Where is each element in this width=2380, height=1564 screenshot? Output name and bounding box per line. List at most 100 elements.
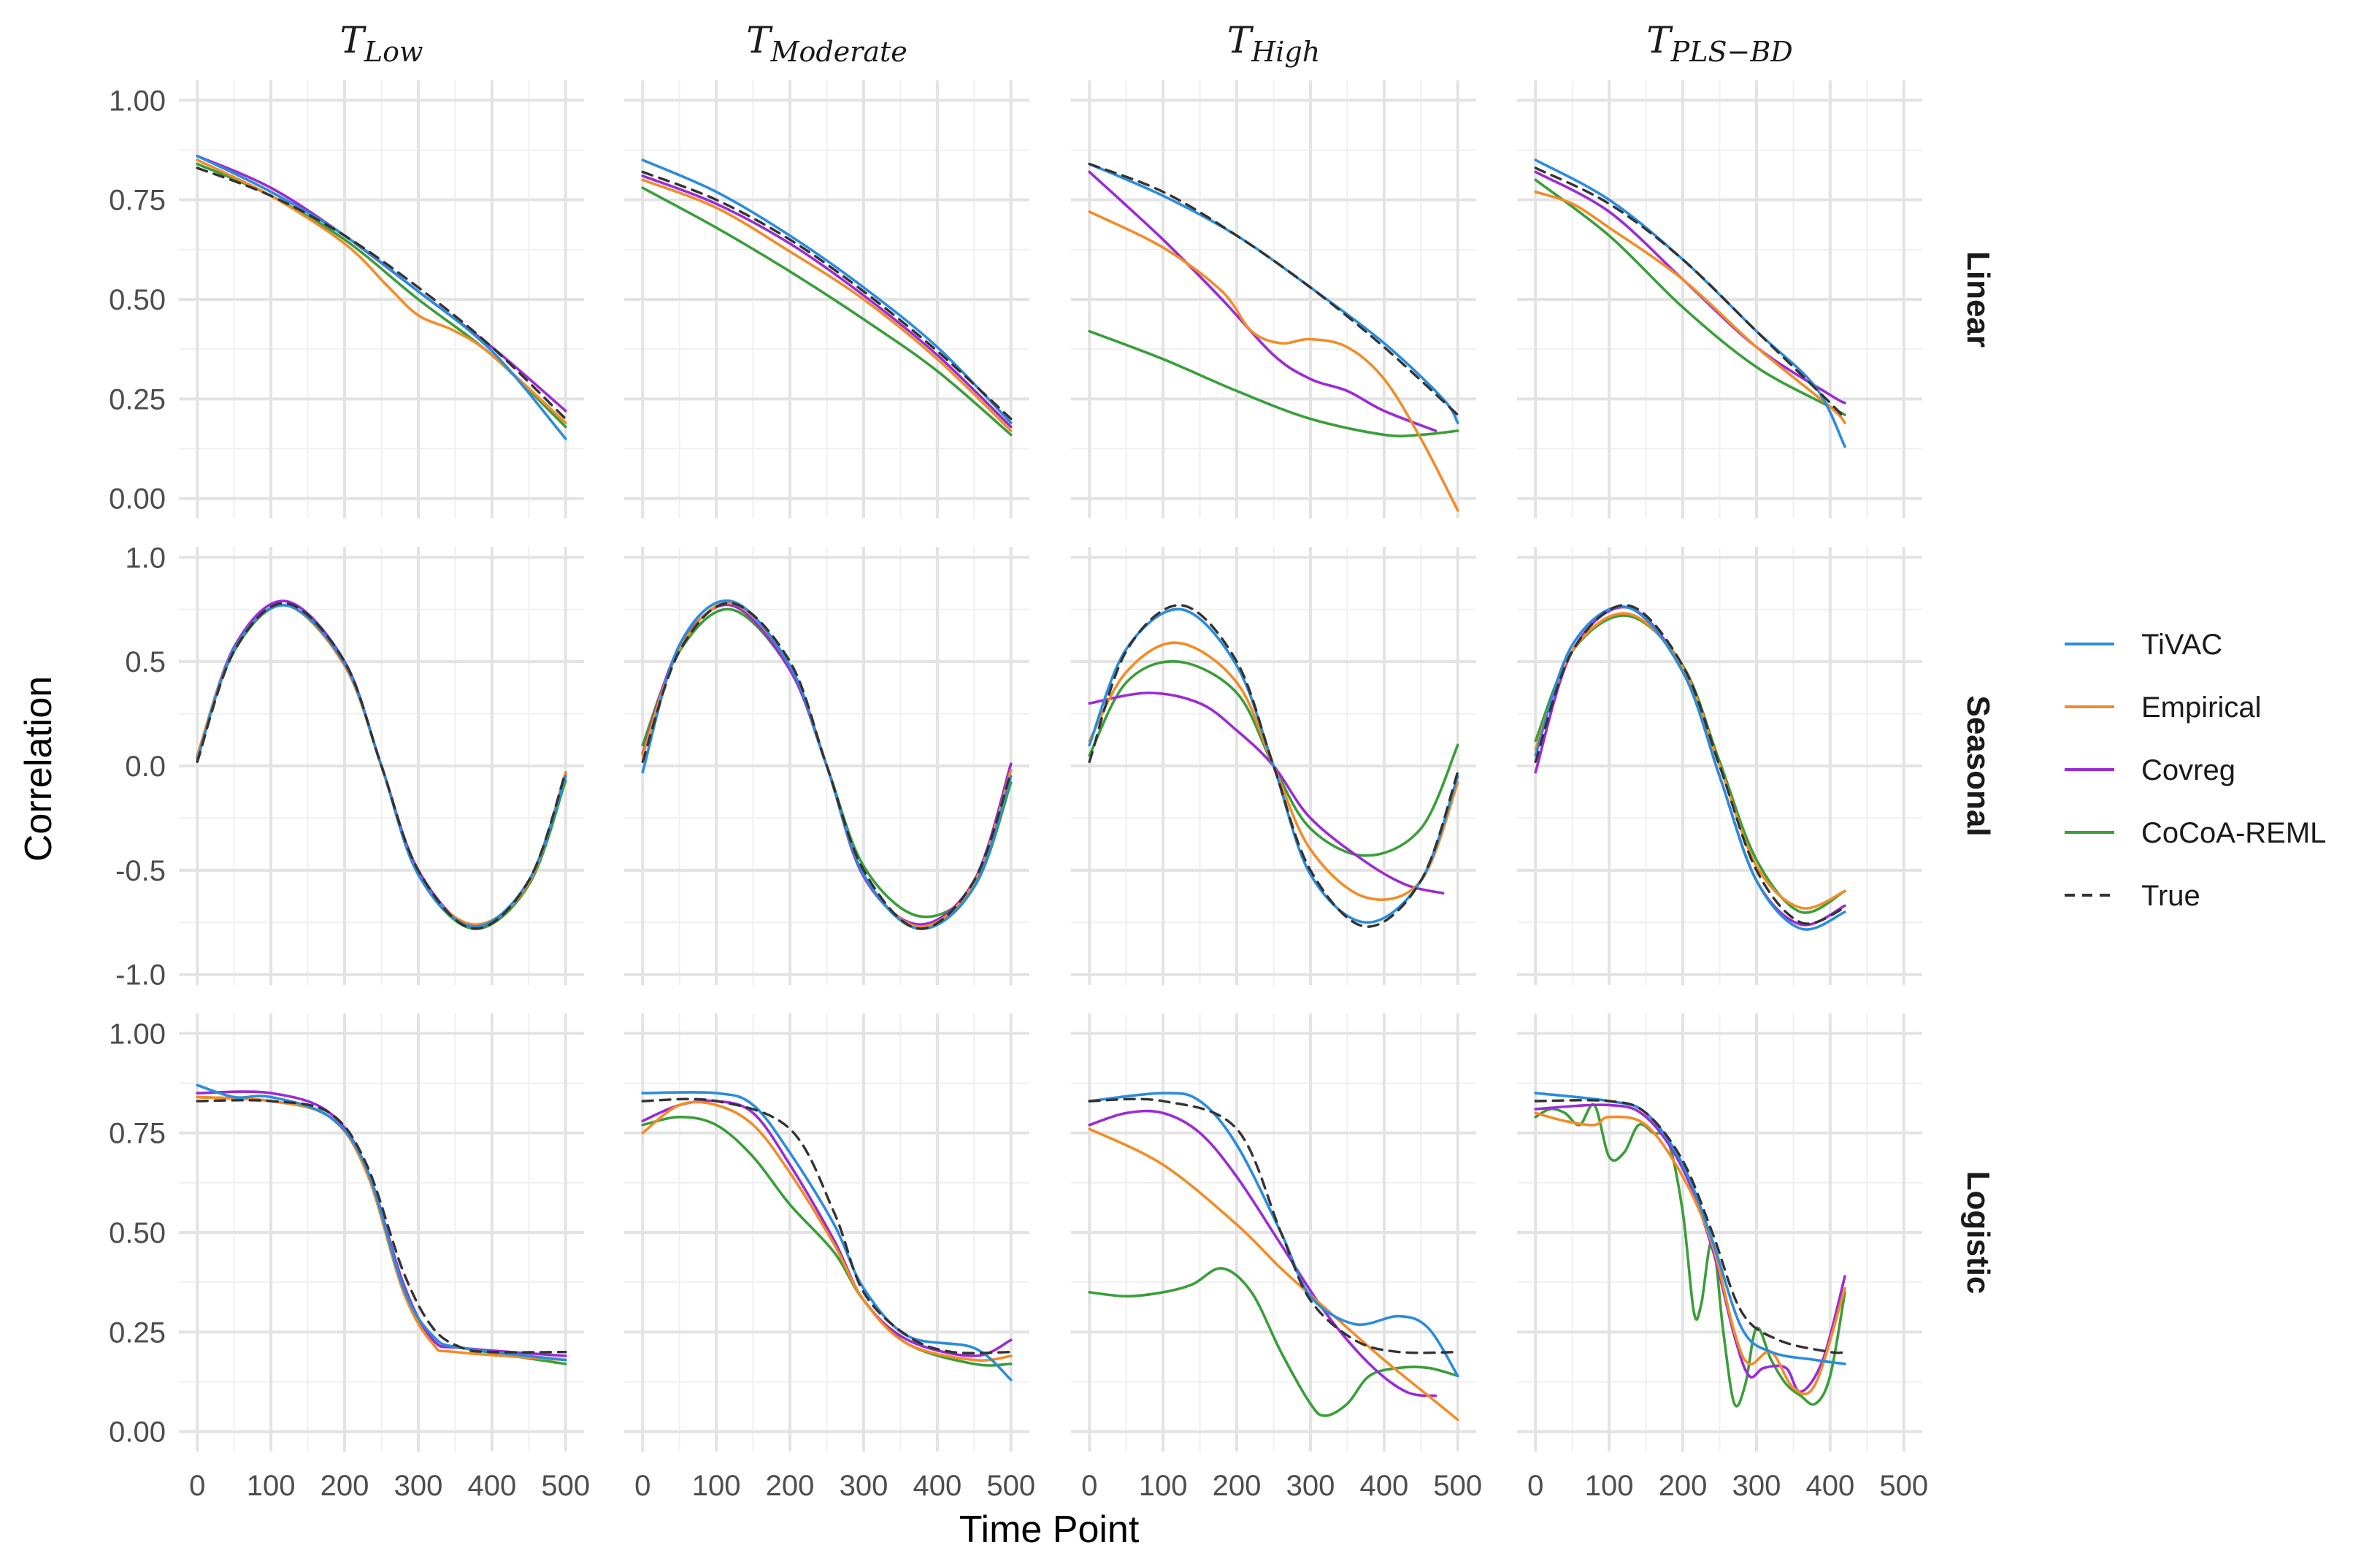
- x-axis-title: Time Point: [959, 1509, 1140, 1551]
- strip-label-logistic: Logistic: [1960, 1171, 1996, 1295]
- series-line-true: [1088, 162, 1459, 416]
- series-line-true: [1534, 1099, 1846, 1354]
- series-line-true: [1088, 1097, 1459, 1354]
- legend-label-empirical: Empirical: [2141, 691, 2261, 724]
- panel-seasonal-pls-bd: [1517, 547, 1922, 985]
- panel-seasonal-moderate: [624, 547, 1029, 985]
- x-tick-label: 0: [189, 1470, 205, 1502]
- y-tick-label: 0.25: [109, 1316, 166, 1349]
- y-tick-label: 0.75: [109, 185, 166, 217]
- strip-title-script: T: [1646, 19, 1673, 61]
- strip-title-subscript: Moderate: [770, 36, 907, 68]
- series-line-true: [641, 170, 1013, 421]
- x-tick-label: 400: [1805, 1470, 1854, 1502]
- x-tick-label: 200: [766, 1470, 815, 1502]
- y-tick-label: 0.50: [109, 1217, 166, 1249]
- strip-label-seasonal: Seasonal: [1960, 695, 1996, 836]
- series-line-covreg: [1088, 1109, 1437, 1398]
- x-tick-label: 400: [913, 1470, 961, 1502]
- series-line-tivac: [196, 154, 567, 440]
- strip-title-subscript: Low: [364, 36, 423, 68]
- legend-item-cocoa-reml: CoCoA-REML: [2065, 817, 2326, 849]
- series-line-covreg: [1088, 170, 1437, 432]
- panel-linear-pls-bd: [1517, 80, 1922, 518]
- series-line-empirical: [1088, 210, 1459, 512]
- series-line-true: [196, 1099, 567, 1354]
- y-tick-label: 0.0: [125, 751, 166, 783]
- x-tick-label: 0: [634, 1470, 650, 1502]
- legend-item-empirical: Empirical: [2065, 691, 2261, 724]
- x-tick-label: 300: [840, 1470, 888, 1502]
- panel-linear-low: [179, 80, 584, 518]
- strip-title-high: THigh: [1227, 19, 1320, 68]
- series-line-tivac: [641, 158, 1013, 424]
- y-tick-label: 0.00: [109, 483, 166, 515]
- panel-logistic-low: [179, 1013, 584, 1452]
- x-tick-label: 300: [1286, 1470, 1335, 1502]
- y-tick-label: -0.5: [115, 855, 166, 887]
- series-line-true: [641, 1097, 1013, 1354]
- x-tick-label: 500: [986, 1470, 1035, 1502]
- y-tick-label: 1.00: [109, 85, 166, 117]
- legend-label-covreg: Covreg: [2141, 754, 2235, 786]
- series-line-empirical: [641, 178, 1013, 432]
- y-tick-label: 0.75: [109, 1118, 166, 1150]
- strip-title-moderate: TModerate: [746, 19, 907, 68]
- legend-item-true: True: [2065, 880, 2200, 912]
- legend: TiVAC Empirical Covreg CoCoA-REML True: [2065, 629, 2326, 912]
- x-tick-label: 500: [1433, 1470, 1482, 1502]
- y-axis-title: Correlation: [18, 676, 60, 862]
- y-tick-label: 1.00: [109, 1018, 166, 1050]
- series-line-tivac: [196, 1084, 567, 1362]
- x-tick-label: 300: [1732, 1470, 1781, 1502]
- series-line-empirical: [1088, 1127, 1459, 1422]
- panel-logistic-high: [1071, 1013, 1476, 1452]
- x-tick-label: 0: [1081, 1470, 1097, 1502]
- strip-title-subscript: PLS−BD: [1670, 36, 1793, 68]
- y-tick-label: 0.50: [109, 284, 166, 316]
- x-tick-label: 400: [467, 1470, 516, 1502]
- panel-logistic-moderate: [624, 1013, 1029, 1452]
- panel-seasonal-high: [1071, 547, 1476, 985]
- series-line-true: [1534, 166, 1846, 421]
- legend-item-covreg: Covreg: [2065, 754, 2235, 786]
- y-tick-label: 0.5: [125, 646, 166, 678]
- x-tick-label: 200: [1659, 1470, 1708, 1502]
- panel-logistic-pls-bd: [1517, 1013, 1922, 1452]
- y-tick-label: 0.00: [109, 1417, 166, 1449]
- x-tick-label: 200: [320, 1470, 369, 1502]
- panel-linear-moderate: [624, 80, 1029, 518]
- series-line-empirical: [641, 1100, 1013, 1362]
- panel-seasonal-low: [179, 547, 584, 985]
- series-line-covreg: [641, 1099, 1013, 1357]
- x-tick-label: 100: [1585, 1470, 1634, 1502]
- x-tick-label: 200: [1213, 1470, 1262, 1502]
- y-tick-label: 0.25: [109, 383, 166, 415]
- x-tick-label: 400: [1359, 1470, 1408, 1502]
- x-tick-label: 100: [692, 1470, 741, 1502]
- x-tick-label: 0: [1527, 1470, 1543, 1502]
- series-line-cocoa-reml: [641, 186, 1013, 437]
- strip-label-linear: Linear: [1960, 251, 1996, 348]
- series-line-cocoa-reml: [1534, 1103, 1846, 1408]
- strip-title-script: T: [1227, 19, 1254, 61]
- series-line-tivac: [1534, 605, 1846, 931]
- strip-title-pls-bd: TPLS−BD: [1646, 19, 1792, 68]
- series-line-cocoa-reml: [641, 1116, 1013, 1367]
- x-tick-label: 300: [394, 1470, 443, 1502]
- x-tick-label: 500: [541, 1470, 590, 1502]
- strip-title-script: T: [340, 19, 367, 61]
- x-tick-label: 100: [247, 1470, 296, 1502]
- legend-label-tivac: TiVAC: [2141, 629, 2222, 661]
- series-line-true: [196, 602, 567, 930]
- y-tick-label: 1.0: [125, 542, 166, 574]
- y-tick-label: -1.0: [115, 959, 166, 992]
- series-line-true: [1534, 604, 1846, 925]
- x-tick-label: 500: [1879, 1470, 1928, 1502]
- series-line-empirical: [1534, 1111, 1846, 1396]
- x-tick-label: 100: [1139, 1470, 1188, 1502]
- legend-item-tivac: TiVAC: [2065, 629, 2222, 661]
- strip-title-subscript: High: [1251, 36, 1320, 68]
